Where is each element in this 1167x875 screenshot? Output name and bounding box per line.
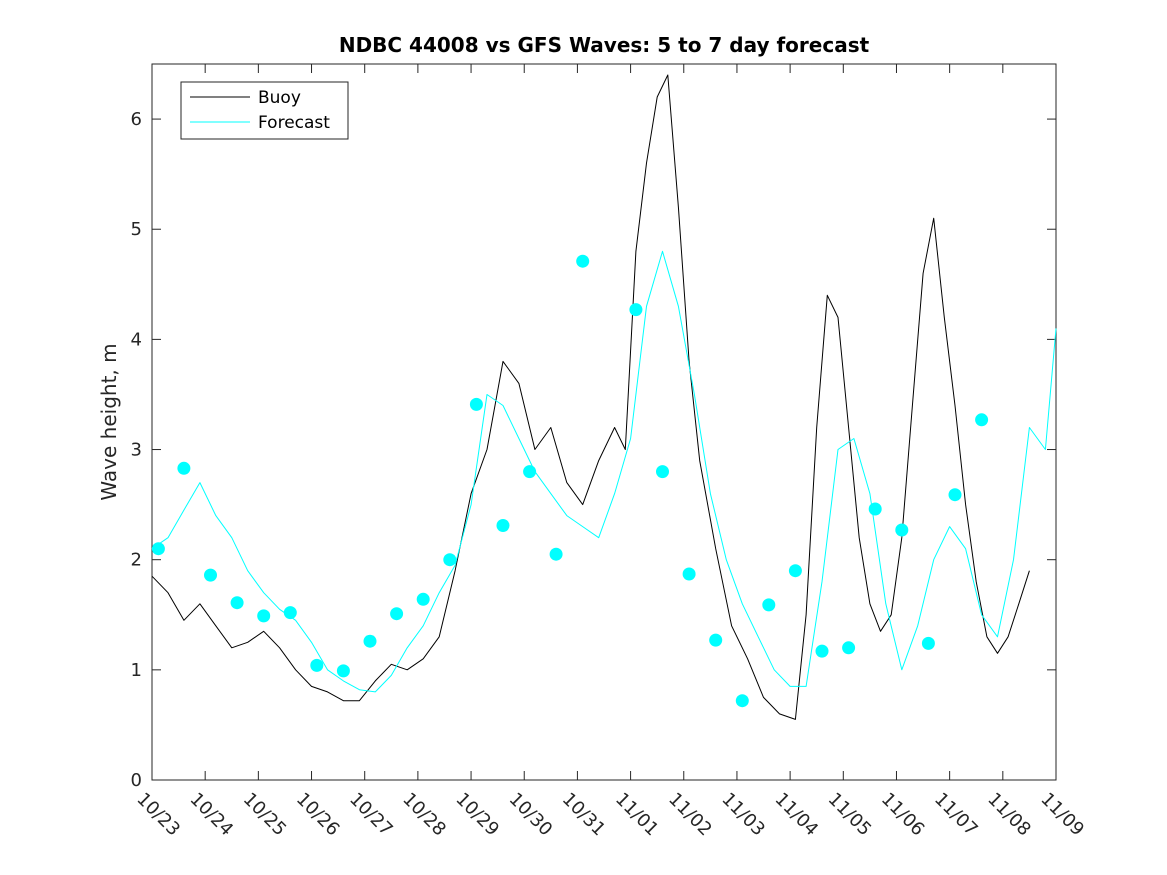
legend-box xyxy=(180,81,349,140)
y-tick-label: 0 xyxy=(131,770,142,791)
forecast-marker xyxy=(310,658,324,672)
y-axis: 0 1 2 3 4 5 6 xyxy=(131,109,1056,791)
legend-forecast-label: Forecast xyxy=(258,113,330,133)
forecast-marker xyxy=(177,461,191,475)
forecast-marker xyxy=(469,397,483,411)
y-tick-label: 2 xyxy=(131,550,142,571)
forecast-marker xyxy=(416,592,430,606)
forecast-marker xyxy=(204,568,217,582)
forecast-marker xyxy=(443,553,457,567)
legend-buoy-label: Buoy xyxy=(258,88,301,108)
forecast-marker xyxy=(363,634,377,648)
y-tick-label: 3 xyxy=(131,440,142,461)
series-line-forecast xyxy=(151,250,1057,693)
forecast-marker xyxy=(336,664,350,678)
forecast-marker xyxy=(390,607,404,621)
forecast-markers xyxy=(151,254,989,708)
forecast-marker xyxy=(151,542,165,556)
forecast-marker xyxy=(549,547,563,561)
forecast-marker xyxy=(842,641,856,655)
forecast-marker xyxy=(257,609,271,623)
forecast-marker xyxy=(656,465,669,479)
y-tick-label: 1 xyxy=(131,660,142,681)
series-layer xyxy=(151,74,1057,720)
y-tick-label: 5 xyxy=(131,219,142,240)
series-line-buoy xyxy=(151,74,1030,720)
forecast-marker xyxy=(948,488,962,502)
forecast-marker xyxy=(576,254,590,268)
forecast-marker xyxy=(283,606,297,620)
forecast-marker xyxy=(735,694,749,708)
legend: Buoy Forecast xyxy=(180,81,349,140)
plot-area xyxy=(151,63,1057,781)
forecast-marker xyxy=(629,303,643,317)
forecast-marker xyxy=(762,598,776,612)
y-tick-label: 6 xyxy=(131,109,142,130)
forecast-marker xyxy=(523,465,537,479)
y-axis-label: Wave height, m xyxy=(97,343,121,500)
forecast-marker xyxy=(709,633,723,647)
forecast-marker xyxy=(868,502,882,516)
forecast-marker xyxy=(496,519,510,532)
forecast-marker xyxy=(230,596,244,610)
forecast-marker xyxy=(682,567,696,581)
forecast-marker xyxy=(921,636,935,650)
chart-title: NDBC 44008 vs GFS Waves: 5 to 7 day fore… xyxy=(339,33,870,57)
forecast-marker xyxy=(895,523,909,537)
forecast-marker xyxy=(815,644,829,658)
forecast-marker xyxy=(788,564,802,578)
forecast-marker xyxy=(975,413,989,427)
y-tick-label: 4 xyxy=(131,329,142,350)
